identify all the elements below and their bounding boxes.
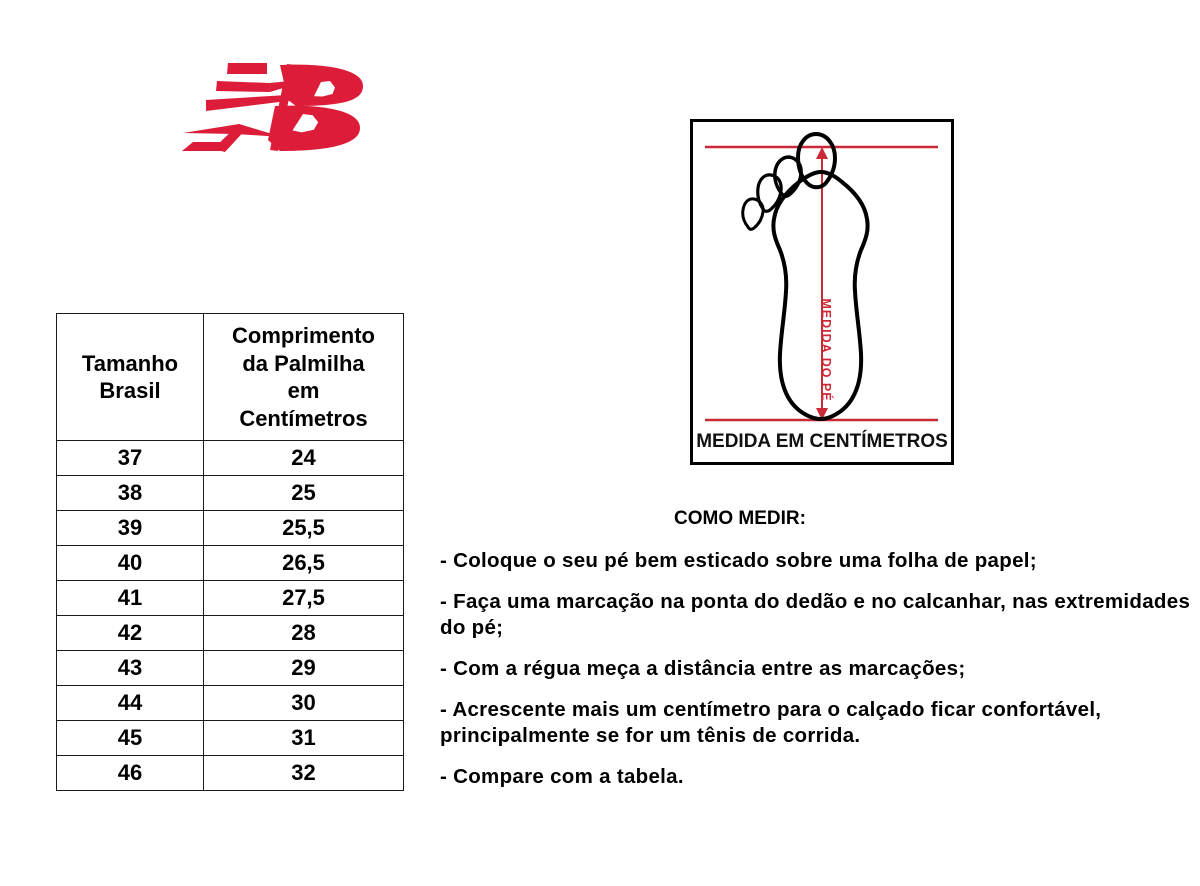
svg-text:MEDIDA EM CENTÍMETROS: MEDIDA EM CENTÍMETROS — [696, 430, 948, 452]
svg-text:MEDIDA DO PÉ: MEDIDA DO PÉ — [819, 298, 834, 401]
